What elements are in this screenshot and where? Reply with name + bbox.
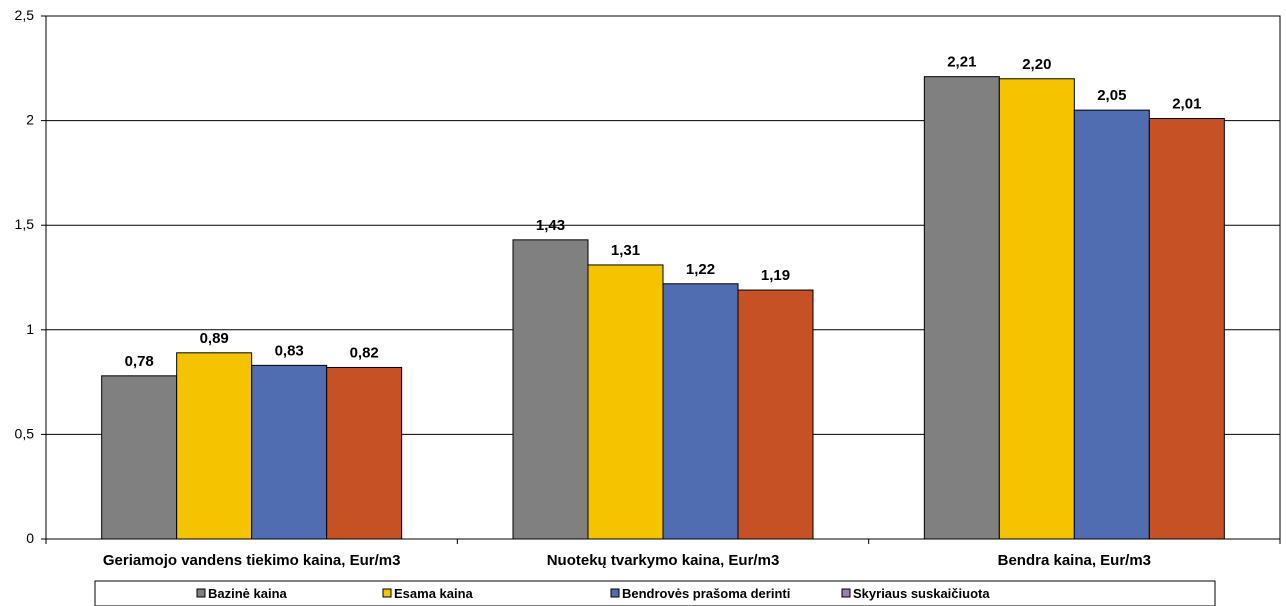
data-label: 1,43 [536,217,565,234]
y-tick-label: 2 [26,112,34,128]
x-category-label: Geriamojo vandens tiekimo kaina, Eur/m3 [103,552,401,569]
data-label: 1,22 [686,261,715,278]
bar [662,283,739,540]
data-label: 1,31 [611,242,640,259]
y-tick-label: 1 [26,321,34,337]
x-category-label: Bendra kaina, Eur/m3 [998,552,1151,569]
legend-box [94,580,1216,606]
y-tick-label: 0 [26,530,34,546]
x-axis: Geriamojo vandens tiekimo kaina, Eur/m3 N… [45,539,1281,569]
data-label: 0,78 [125,353,154,370]
legend-swatch [196,588,206,598]
data-label: 2,20 [1022,56,1051,73]
y-axis: 0 0,5 1 1,5 2 2,5 [15,7,46,546]
legend-swatch [610,588,620,598]
bar [326,366,403,540]
legend-label: Bendrovės prašoma derinti [622,586,790,601]
x-category-label: Nuotekų tvarkymo kaina, Eur/m3 [547,552,780,569]
data-label: 1,19 [761,267,790,284]
legend-label: Bazinė kaina [208,586,288,601]
bar [998,78,1075,540]
legend: Bazinė kaina Esama kaina Bendrovės prašoma… [94,580,1216,606]
data-label: 0,89 [200,330,229,347]
bar [251,364,328,540]
bar [1148,118,1225,540]
data-label: 0,82 [350,344,379,361]
bars [101,76,1225,540]
data-label: 2,21 [947,54,976,71]
bar [737,289,814,540]
legend-label: Skyriaus suskaičiuota [853,586,990,601]
data-label: 2,01 [1172,96,1201,113]
y-tick-label: 0,5 [15,425,35,441]
bar [176,352,253,540]
bar [923,76,1000,540]
legend-label: Esama kaina [394,586,474,601]
bar [587,264,664,540]
bar [101,375,178,540]
data-labels: 0,78 0,89 0,83 0,82 1,43 1,31 1,22 1,19 2,21 2,20… [125,54,1202,370]
legend-swatch [841,588,851,598]
data-label: 2,05 [1097,87,1126,104]
y-tick-label: 2,5 [15,7,35,23]
data-label: 0,83 [275,342,304,359]
y-tick-label: 1,5 [15,216,35,232]
legend-swatch [382,588,392,598]
bar [512,239,589,540]
bar [1073,109,1150,540]
